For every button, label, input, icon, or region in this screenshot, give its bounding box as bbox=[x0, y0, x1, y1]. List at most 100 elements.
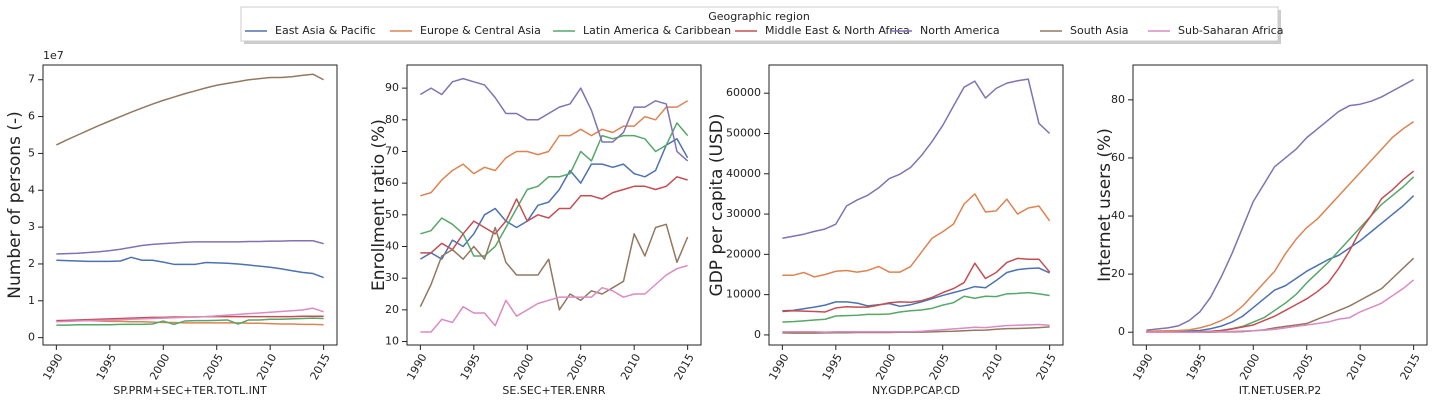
series-line bbox=[1146, 176, 1415, 333]
series-line bbox=[56, 317, 324, 326]
series-line bbox=[782, 257, 1051, 313]
y-tick-label: 2 bbox=[28, 257, 35, 270]
plot-area bbox=[1146, 78, 1415, 333]
y-axis-label: Number of persons (-) bbox=[5, 111, 25, 298]
legend-box bbox=[240, 6, 1279, 42]
series-line bbox=[1146, 279, 1415, 333]
series-line bbox=[782, 193, 1051, 278]
y-tick-label: 0 bbox=[754, 328, 761, 341]
y-tick-label: 5 bbox=[28, 146, 35, 159]
axes-frame bbox=[406, 64, 702, 346]
x-tick-label: 1990 bbox=[1130, 352, 1155, 383]
series-line bbox=[420, 122, 689, 257]
series-line bbox=[420, 100, 689, 197]
y-tick-label: 7 bbox=[28, 73, 35, 86]
legend-label: South Asia bbox=[1070, 24, 1129, 37]
y-tick-label: 30000 bbox=[726, 207, 761, 220]
y-tick-label: 90 bbox=[385, 81, 399, 94]
series-line bbox=[419, 77, 689, 162]
series-line bbox=[782, 267, 1050, 312]
legend-title: Geographic region bbox=[708, 10, 810, 23]
y-axis-label: GDP per capita (USD) bbox=[707, 114, 727, 297]
y-tick-label: 30 bbox=[385, 271, 399, 284]
x-tick-label: 2015 bbox=[308, 352, 333, 383]
series-line bbox=[782, 323, 1050, 333]
x-axis-label: SE.SEC+TER.ENRR bbox=[502, 384, 605, 397]
y-tick-label: 20 bbox=[1111, 267, 1125, 280]
plot-area bbox=[56, 73, 324, 326]
x-tick-label: 2005 bbox=[927, 352, 952, 383]
legend-label: Sub-Saharan Africa bbox=[1178, 24, 1283, 37]
x-tick-label: 2005 bbox=[1291, 352, 1316, 383]
x-tick-label: 2015 bbox=[672, 352, 697, 383]
y-tick-label: 10 bbox=[385, 335, 399, 348]
subplot: 0 10000 20000 30000 40000 50000 60000 1990 1995 2… bbox=[707, 64, 1064, 397]
x-axis-label: NY.GDP.PCAP.CD bbox=[872, 384, 960, 397]
x-tick-label: 2000 bbox=[147, 352, 172, 383]
series-line bbox=[56, 73, 324, 146]
y-tick-label: 4 bbox=[28, 183, 35, 196]
x-tick-label: 2010 bbox=[980, 352, 1005, 383]
x-tick-label: 1990 bbox=[40, 352, 65, 383]
y-tick-label: 80 bbox=[1111, 93, 1125, 106]
series-line bbox=[56, 307, 324, 323]
y-tick-label: 70 bbox=[385, 144, 399, 157]
x-tick-label: 2010 bbox=[254, 352, 279, 383]
x-tick-label: 2010 bbox=[618, 352, 643, 383]
x-tick-label: 2000 bbox=[873, 352, 898, 383]
legend-label: Latin America & Caribbean bbox=[583, 24, 731, 37]
series-line bbox=[419, 223, 689, 311]
y-tick-label: 80 bbox=[385, 113, 399, 126]
series-line bbox=[1146, 121, 1415, 333]
y-tick-label: 60 bbox=[1111, 151, 1125, 164]
y-tick-label: 0 bbox=[1118, 325, 1125, 338]
subplot: 10 20 30 40 50 60 70 80 90 1990 1995 2000 2005 2010 20… bbox=[369, 64, 702, 397]
x-tick-label: 2000 bbox=[511, 352, 536, 383]
series-line bbox=[56, 319, 324, 326]
x-tick-label: 1995 bbox=[94, 352, 119, 383]
y-tick-label: 10000 bbox=[726, 288, 761, 301]
x-tick-label: 1995 bbox=[820, 352, 845, 383]
plot-area bbox=[419, 77, 689, 333]
y-tick-label: 1 bbox=[28, 294, 35, 307]
y-tick-label: 20 bbox=[385, 303, 399, 316]
y-tick-label: 50 bbox=[385, 208, 399, 221]
y-tick-label: 20000 bbox=[726, 247, 761, 260]
series-line bbox=[1146, 195, 1415, 333]
series-line bbox=[1146, 170, 1415, 333]
series-line bbox=[1146, 78, 1414, 331]
x-tick-label: 1995 bbox=[458, 352, 483, 383]
x-tick-label: 2005 bbox=[565, 352, 590, 383]
subplot: 0 20 40 60 80 1990 1995 2000 2005 2010 2015 IT.NET.… bbox=[1095, 64, 1428, 397]
y-tick-label: 40000 bbox=[726, 167, 761, 180]
series-line bbox=[56, 256, 324, 279]
x-axis-label: IT.NET.USER.P2 bbox=[1239, 384, 1322, 397]
axes-frame bbox=[1132, 64, 1428, 346]
x-tick-label: 2005 bbox=[201, 352, 226, 383]
x-tick-label: 2015 bbox=[1034, 352, 1059, 383]
y-tick-label: 50000 bbox=[726, 126, 761, 139]
x-tick-label: 2015 bbox=[1398, 352, 1423, 383]
x-axis-label: SP.PRM+SEC+TER.TOTL.INT bbox=[113, 384, 267, 397]
y-axis-label: Enrollment ratio (%) bbox=[369, 119, 389, 291]
x-tick-label: 1990 bbox=[404, 352, 429, 383]
y-tick-label: 0 bbox=[28, 331, 35, 344]
legend-label: Europe & Central Asia bbox=[420, 24, 541, 37]
y-offset-label: 1e7 bbox=[43, 49, 64, 62]
x-tick-label: 1990 bbox=[766, 352, 791, 383]
x-tick-label: 1995 bbox=[1184, 352, 1209, 383]
y-axis-label: Internet users (%) bbox=[1095, 128, 1115, 282]
series-line bbox=[420, 176, 688, 254]
axes-frame bbox=[42, 64, 338, 346]
y-tick-label: 3 bbox=[28, 220, 35, 233]
x-tick-label: 2010 bbox=[1344, 352, 1369, 383]
series-line bbox=[782, 78, 1051, 239]
legend-label: Middle East & North Africa bbox=[765, 24, 910, 37]
legend-label: North America bbox=[920, 24, 1000, 37]
subplot: 0 1 2 3 4 5 6 7 1990 1995 2000 2005 2010 2015 SP.PRM+S… bbox=[5, 49, 338, 397]
y-tick-label: 6 bbox=[28, 110, 35, 123]
x-tick-label: 2000 bbox=[1237, 352, 1262, 383]
y-tick-label: 60000 bbox=[726, 86, 761, 99]
series-line bbox=[782, 291, 1050, 323]
